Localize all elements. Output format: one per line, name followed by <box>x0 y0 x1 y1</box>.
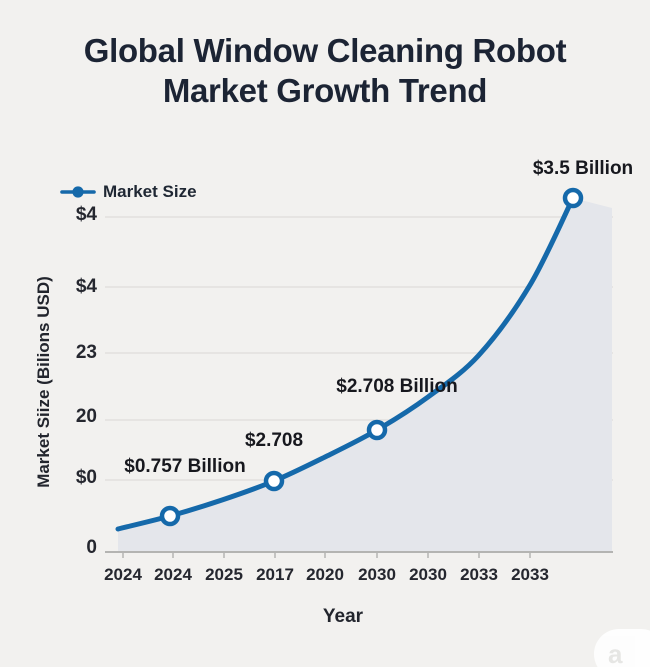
legend-label: Market Size <box>103 182 197 201</box>
x-axis-tick-label: 2030 <box>409 565 447 584</box>
x-axis-title: Year <box>322 606 364 627</box>
x-axis-tick-label: 2025 <box>205 565 243 584</box>
x-axis-tick-label: 2033 <box>460 565 498 584</box>
chart-title-line1: Global Window Cleaning Robot <box>83 32 567 69</box>
legend: Market Size <box>60 181 197 203</box>
y-axis-tick-label: $4 <box>75 276 97 297</box>
watermark-letter: a <box>608 638 623 667</box>
x-axis-tick-label: 2020 <box>306 565 344 584</box>
y-axis-tick-label: 23 <box>75 342 97 363</box>
watermark-badge: a <box>594 629 650 667</box>
y-axis-title: Market Siize (Bilions USD) <box>34 276 53 488</box>
x-axis-tick-label: 2030 <box>358 565 396 584</box>
data-point-annotation: $2.708 <box>244 430 304 451</box>
chart-title: Global Window Cleaning Robot Market Grow… <box>0 31 650 111</box>
x-axis-tick-label: 2017 <box>256 565 294 584</box>
data-point-annotation: $3.5 Billion <box>532 158 634 179</box>
y-axis-tick-label: $4 <box>75 204 97 225</box>
chart-title-line2: Market Growth Trend <box>162 72 488 109</box>
y-axis-tick-label: $0 <box>75 467 97 488</box>
data-point-annotation: $2.708 Billion <box>336 376 458 397</box>
x-axis-tick-label: 2024 <box>154 565 192 584</box>
x-axis-tick-label: 2033 <box>511 565 549 584</box>
y-axis-tick-label: 20 <box>75 406 97 427</box>
y-axis-tick-label: 0 <box>86 537 97 558</box>
data-point-annotation: $0.757 Billion <box>124 456 246 477</box>
line-series-icon <box>60 186 96 198</box>
x-axis-tick-label: 2024 <box>104 565 142 584</box>
